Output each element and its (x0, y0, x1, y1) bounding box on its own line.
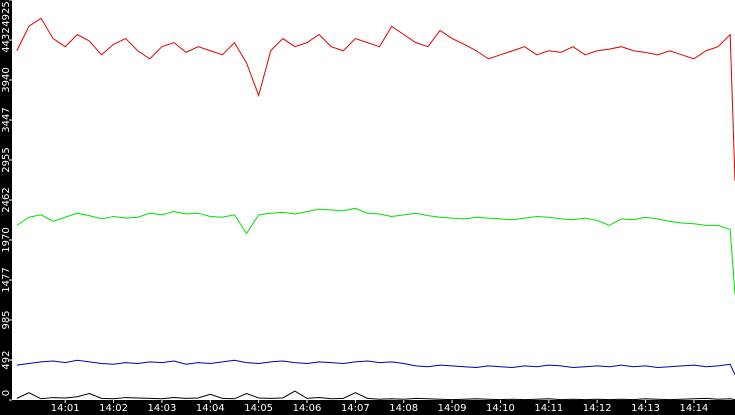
y-tick-label: 1970 (1, 227, 12, 252)
series-line (16, 359, 735, 376)
y-tick-label: 3447 (1, 107, 12, 132)
x-tick-label: 14:09 (438, 403, 467, 414)
x-tick-label: 14:07 (341, 403, 370, 414)
x-axis-bar (0, 400, 735, 415)
y-tick-label: 2955 (1, 147, 12, 172)
x-tick-label: 14:10 (486, 403, 515, 414)
y-tick-label: 1477 (1, 267, 12, 292)
x-tick-label: 14:02 (99, 403, 128, 414)
x-tick-label: 14:13 (631, 403, 660, 414)
series-line (16, 207, 735, 295)
series-line (16, 390, 735, 401)
x-tick-label: 14:05 (244, 403, 273, 414)
y-tick-label: 492 (1, 350, 12, 369)
x-tick-label: 14:01 (51, 403, 80, 414)
y-tick-label: 0 (1, 390, 12, 396)
x-tick-label: 14:14 (679, 403, 708, 414)
x-tick-label: 14:06 (293, 403, 322, 414)
y-tick-label: 4432 (1, 27, 12, 52)
x-tick-label: 14:04 (196, 403, 225, 414)
y-tick-label: 985 (1, 310, 12, 329)
y-tick-label: 3940 (1, 67, 12, 92)
y-tick-label: 4925 (1, 1, 12, 26)
series-line (16, 17, 735, 181)
x-tick-label: 14:11 (534, 403, 563, 414)
y-tick-label: 2462 (1, 187, 12, 212)
x-tick-label: 14:08 (389, 403, 418, 414)
x-tick-label: 14:03 (148, 403, 177, 414)
y-axis-bar (0, 0, 12, 415)
x-tick-label: 14:12 (583, 403, 612, 414)
